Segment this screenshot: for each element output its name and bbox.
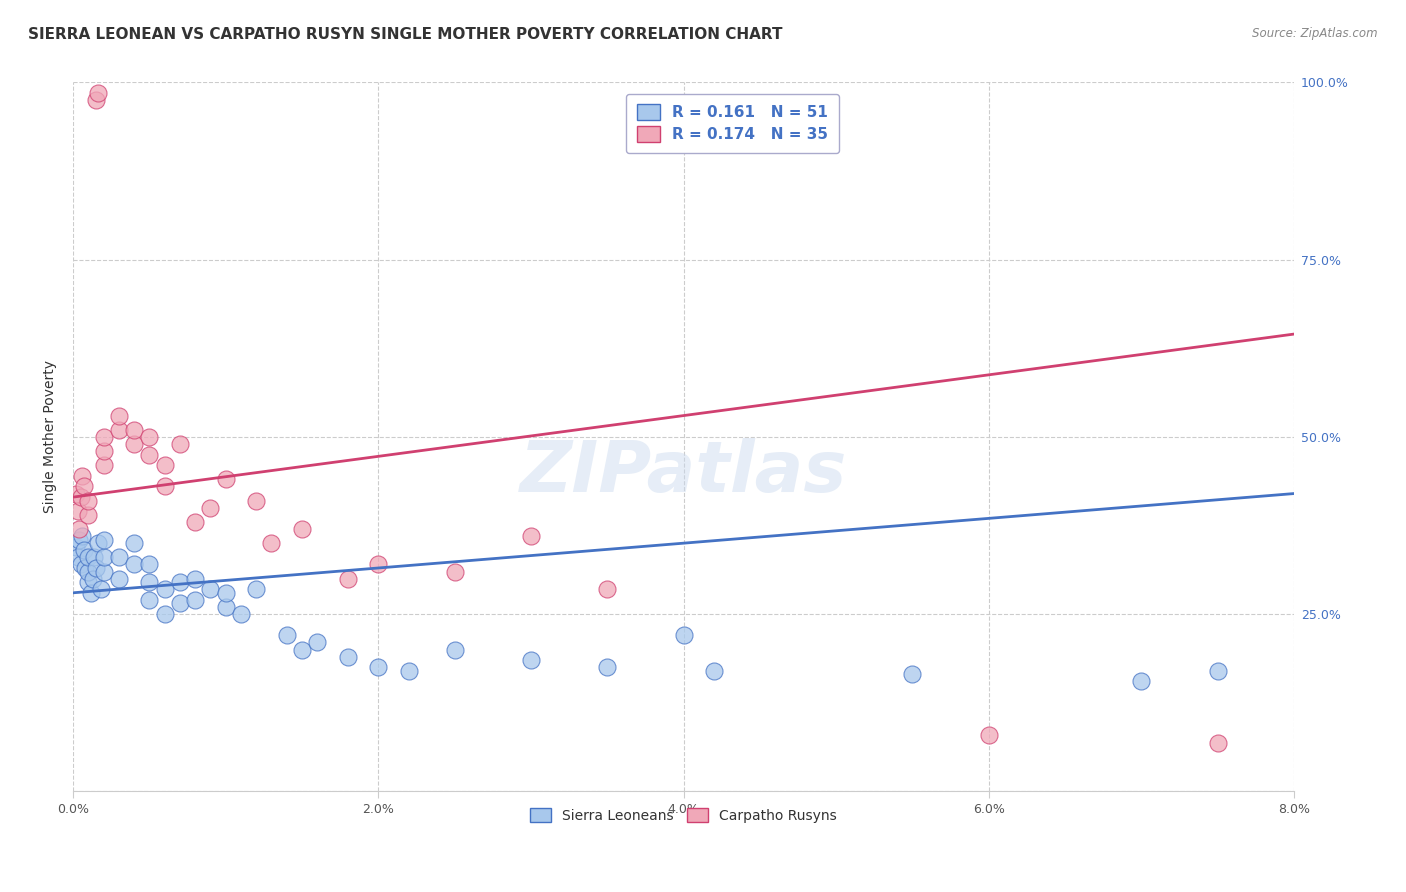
Point [184, 572, 207, 586]
Point [66, 550, 89, 565]
Point [122, 558, 145, 572]
Point [73, 543, 96, 558]
Point [86, 86, 108, 100]
Point [184, 515, 207, 529]
Point [443, 565, 465, 579]
Point [77, 565, 100, 579]
Point [138, 575, 160, 590]
Point [77, 493, 100, 508]
Point [90, 582, 112, 597]
Point [65, 486, 87, 500]
Legend: Sierra Leoneans, Carpatho Rusyns: Sierra Leoneans, Carpatho Rusyns [519, 797, 848, 834]
Point [138, 448, 160, 462]
Point [138, 430, 160, 444]
Point [108, 572, 131, 586]
Point [703, 664, 725, 678]
Point [65, 540, 87, 554]
Point [122, 536, 145, 550]
Point [596, 582, 619, 597]
Point [108, 409, 131, 423]
Point [70, 468, 93, 483]
Point [122, 437, 145, 451]
Point [367, 660, 389, 674]
Point [69, 490, 91, 504]
Point [77, 550, 100, 565]
Text: SIERRA LEONEAN VS CARPATHO RUSYN SINGLE MOTHER POVERTY CORRELATION CHART: SIERRA LEONEAN VS CARPATHO RUSYN SINGLE … [28, 27, 783, 42]
Point [82, 572, 104, 586]
Point [184, 593, 207, 607]
Point [215, 472, 238, 486]
Point [67, 533, 90, 547]
Point [84, 93, 107, 107]
Point [153, 479, 176, 493]
Point [229, 607, 252, 621]
Point [672, 628, 695, 642]
Point [93, 430, 115, 444]
Point [336, 649, 359, 664]
Point [520, 653, 543, 667]
Point [66, 504, 89, 518]
Point [70, 529, 93, 543]
Point [1206, 664, 1229, 678]
Point [75, 561, 97, 575]
Point [307, 635, 329, 649]
Point [69, 558, 91, 572]
Point [245, 582, 267, 597]
Point [153, 582, 176, 597]
Point [215, 599, 238, 614]
Point [276, 628, 298, 642]
Point [77, 575, 100, 590]
Point [977, 727, 1000, 741]
Point [108, 423, 131, 437]
Point [86, 536, 108, 550]
Point [260, 536, 283, 550]
Point [245, 493, 267, 508]
Point [169, 575, 191, 590]
Point [93, 565, 115, 579]
Point [336, 572, 359, 586]
Point [443, 642, 465, 657]
Point [138, 593, 160, 607]
Point [93, 533, 115, 547]
Point [367, 558, 389, 572]
Point [93, 550, 115, 565]
Point [1130, 674, 1153, 689]
Point [200, 500, 222, 515]
Text: Source: ZipAtlas.com: Source: ZipAtlas.com [1253, 27, 1378, 40]
Point [215, 586, 238, 600]
Point [291, 642, 314, 657]
Point [93, 444, 115, 458]
Point [200, 582, 222, 597]
Point [169, 437, 191, 451]
Point [138, 558, 160, 572]
Point [1206, 736, 1229, 750]
Point [169, 596, 191, 610]
Point [122, 423, 145, 437]
Point [901, 667, 924, 681]
Point [73, 479, 96, 493]
Point [83, 550, 105, 565]
Point [77, 508, 100, 522]
Point [520, 529, 543, 543]
Point [108, 550, 131, 565]
Point [398, 664, 420, 678]
Point [596, 660, 619, 674]
Point [93, 458, 115, 473]
Point [84, 561, 107, 575]
Point [67, 522, 90, 536]
Point [80, 586, 103, 600]
Text: ZIPatlas: ZIPatlas [520, 438, 848, 507]
Point [153, 607, 176, 621]
Y-axis label: Single Mother Poverty: Single Mother Poverty [44, 360, 58, 514]
Point [291, 522, 314, 536]
Point [153, 458, 176, 473]
